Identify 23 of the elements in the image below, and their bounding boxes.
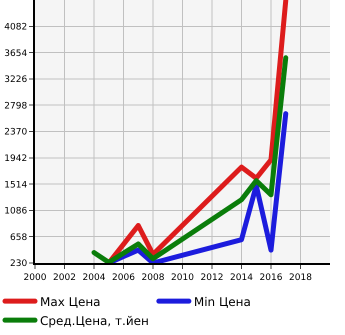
x-tick-label: 2006 — [112, 272, 136, 283]
y-tick-label: 2370 — [4, 128, 28, 138]
x-tick-label: 2018 — [289, 272, 312, 283]
y-tick-label: 3226 — [4, 75, 28, 86]
x-tick-label: 2012 — [200, 272, 224, 283]
y-tick-label: 230 — [10, 259, 28, 270]
y-tick-label: 4082 — [4, 22, 28, 32]
y-tick-label: 1086 — [4, 206, 28, 217]
x-tick-label: 2002 — [53, 272, 76, 283]
x-tick-label: 2004 — [82, 272, 106, 283]
x-tick-label: 2000 — [24, 272, 47, 283]
y-tick-label: 658 — [10, 232, 28, 243]
x-tick-label: 2008 — [142, 272, 165, 283]
legend-label: Max Цена — [40, 294, 101, 309]
y-tick-label: 3654 — [4, 48, 28, 59]
y-tick-label: 2798 — [4, 101, 28, 112]
legend-label: Min Цена — [194, 294, 251, 309]
legend-label: Сред.Цена, т.йен — [40, 314, 149, 328]
y-tick-label: 1514 — [4, 180, 28, 190]
x-tick-label: 2010 — [171, 272, 194, 283]
x-tick-label: 2016 — [260, 272, 283, 283]
x-tick-label: 2014 — [230, 272, 254, 283]
y-tick-label: 1942 — [4, 154, 28, 164]
